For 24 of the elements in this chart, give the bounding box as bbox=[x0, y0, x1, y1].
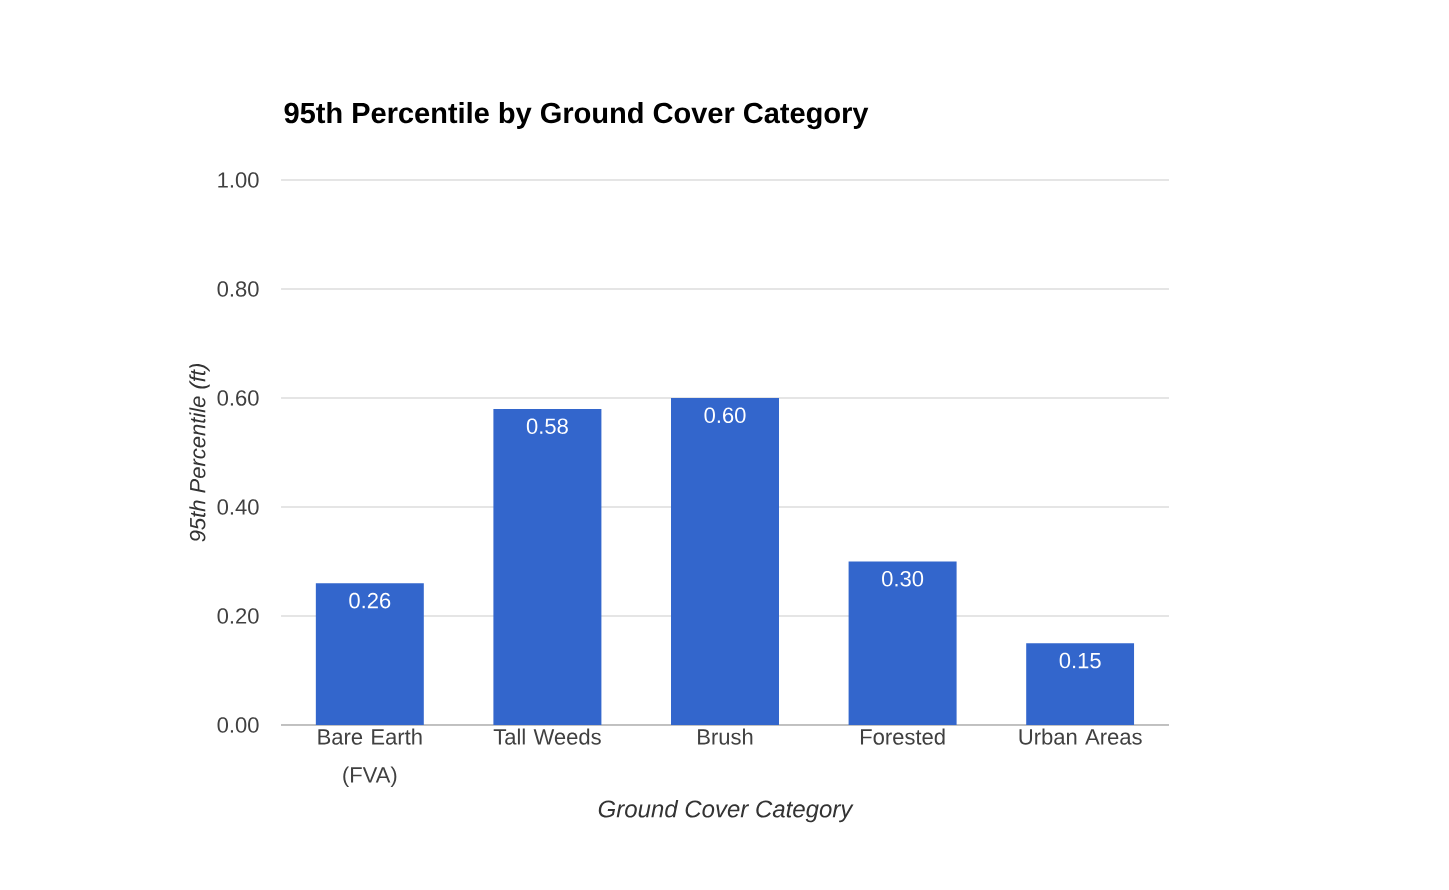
x-tick-label: Urban Areas bbox=[1019, 728, 1142, 745]
data-label: 0.58 bbox=[526, 418, 568, 434]
data-label: 0.26 bbox=[349, 592, 391, 609]
x-tick-label: Tall Weeds bbox=[493, 728, 601, 745]
data-label: 0.30 bbox=[882, 571, 924, 587]
y-tick-label: 0.80 bbox=[217, 281, 259, 297]
bar bbox=[1026, 643, 1135, 725]
chart-title: 95th Percentile by Ground Cover Category bbox=[284, 101, 869, 130]
x-axis-title: Ground Cover Category bbox=[598, 799, 854, 823]
bar bbox=[671, 397, 779, 725]
x-tick-label: Forested bbox=[861, 728, 945, 745]
bar bbox=[848, 561, 957, 725]
y-tick-label: 0.00 bbox=[217, 717, 259, 733]
y-tick-label: 1.00 bbox=[218, 172, 259, 188]
bar bbox=[493, 408, 602, 725]
x-tick-label: Brush bbox=[698, 728, 753, 745]
data-label: 0.15 bbox=[1059, 652, 1101, 669]
y-tick-label: 0.40 bbox=[217, 499, 259, 515]
y-tick-label: 0.60 bbox=[217, 390, 259, 406]
bar bbox=[315, 583, 424, 725]
x-tick-label: Bare Earth (FVA) bbox=[318, 728, 422, 788]
y-axis-title: 95th Percentile (ft) bbox=[189, 363, 210, 542]
y-tick-label: 0.20 bbox=[217, 608, 259, 624]
data-label: 0.60 bbox=[704, 407, 746, 424]
